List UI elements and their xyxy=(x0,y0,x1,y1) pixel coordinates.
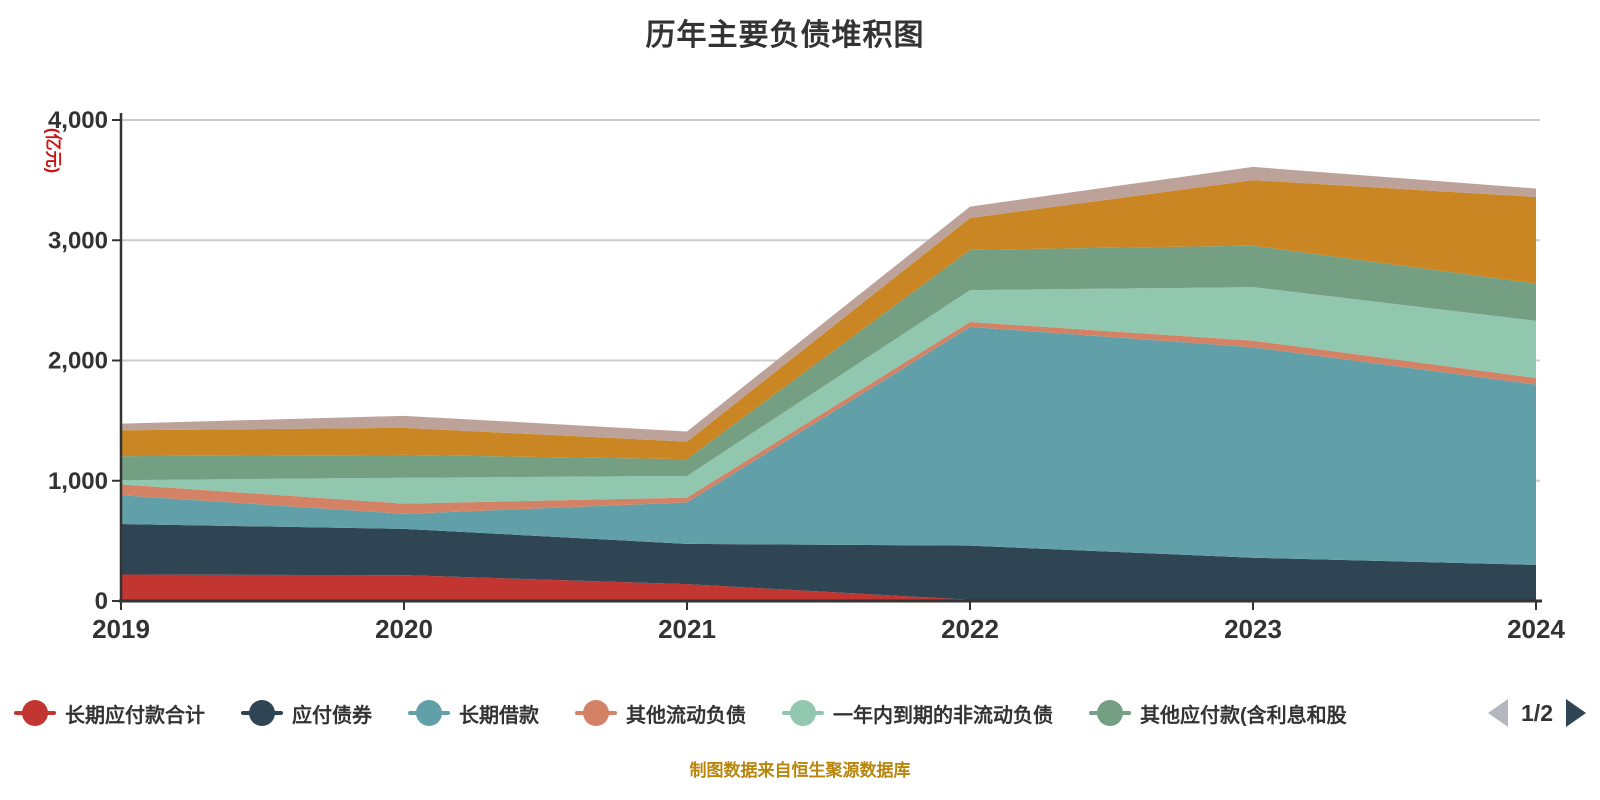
legend-line-circle-icon xyxy=(782,700,824,726)
legend-prev-page-icon[interactable] xyxy=(1488,699,1509,727)
stacked-area-chart: 0 1,000 2,000 3,000 4,000 2019 2020 2021 2022 202… xyxy=(48,107,1566,644)
x-tick-label: 2019 xyxy=(92,614,150,644)
legend-line-circle-icon xyxy=(1089,700,1131,726)
legend-item-1[interactable]: 长期应付款合计 xyxy=(14,699,205,728)
legend-item-2[interactable]: 应付债券 xyxy=(241,699,372,728)
legend-line-circle-icon xyxy=(575,700,617,726)
area-series-7 xyxy=(121,180,1536,460)
legend-item-5[interactable]: 一年内到期的非流动负债 xyxy=(782,699,1053,728)
area-series-1-长期应付款合计 xyxy=(121,574,1536,601)
y-tick-label: 3,000 xyxy=(48,227,108,254)
area-series-2-应付债券 xyxy=(121,524,1536,601)
y-tick-label: 2,000 xyxy=(48,348,108,375)
area-series-3-长期借款 xyxy=(121,326,1536,565)
x-tick-label: 2023 xyxy=(1224,614,1282,644)
legend-item-label: 长期应付款合计 xyxy=(65,704,205,727)
area-series-6-其他应付款(含利息和股 xyxy=(121,245,1536,481)
legend: 长期应付款合计 应付债券 长期借款 其他流动负债 一年内到期的非流动负债 其他应付款(含利… xyxy=(14,692,1586,734)
y-tick-label: 0 xyxy=(95,588,108,615)
legend-item-label: 应付债券 xyxy=(292,704,372,727)
legend-line-circle-icon xyxy=(408,700,450,726)
x-tick-label: 2020 xyxy=(375,614,433,644)
legend-item-6[interactable]: 其他应付款(含利息和股 xyxy=(1089,699,1347,728)
plot-area: 0 1,000 2,000 3,000 4,000 2019 2020 2021 2022 202… xyxy=(48,107,1566,644)
area-series-4-其他流动负债 xyxy=(121,322,1536,514)
legend-item-label: 一年内到期的非流动负债 xyxy=(833,704,1053,727)
x-tick-label: 2024 xyxy=(1507,614,1565,644)
data-source-caption: 制图数据来自恒生聚源数据库 xyxy=(689,761,911,780)
legend-item-label: 其他流动负债 xyxy=(626,704,746,727)
y-tick-label: 4,000 xyxy=(48,107,108,134)
legend-item-label: 长期借款 xyxy=(459,704,539,727)
legend-pager: 1/2 xyxy=(1488,699,1586,727)
area-series-5-一年内到期的非流动负债 xyxy=(121,287,1536,504)
legend-item-3[interactable]: 长期借款 xyxy=(408,699,539,728)
legend-line-circle-icon xyxy=(14,700,56,726)
legend-page-indicator: 1/2 xyxy=(1521,699,1553,726)
legend-item-4[interactable]: 其他流动负债 xyxy=(575,699,746,728)
x-tick-label: 2021 xyxy=(658,614,716,644)
x-tick-label: 2022 xyxy=(941,614,999,644)
legend-item-label: 其他应付款(含利息和股 xyxy=(1140,704,1347,727)
legend-line-circle-icon xyxy=(241,700,283,726)
chart-title: 历年主要负债堆积图 xyxy=(645,19,925,52)
legend-next-page-icon[interactable] xyxy=(1566,699,1586,727)
y-tick-label: 1,000 xyxy=(48,468,108,495)
